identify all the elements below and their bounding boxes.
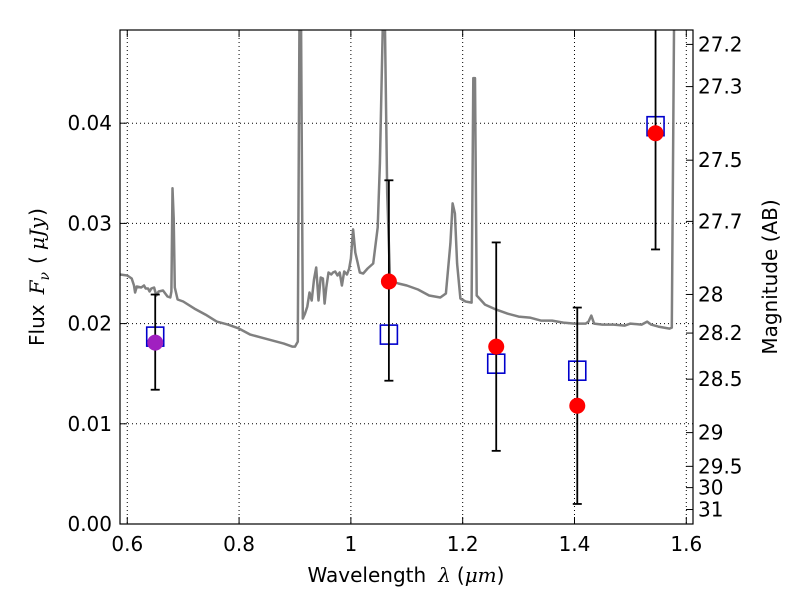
y-axis-title-subscript: ν bbox=[37, 272, 53, 281]
x-axis-title-unit: μm bbox=[465, 563, 497, 587]
y2-tick-label: 27.5 bbox=[698, 148, 743, 172]
y-axis-title: FluxFν(μJy) bbox=[25, 208, 53, 346]
y-axis-title-text: Flux bbox=[25, 304, 49, 346]
plot-frame bbox=[119, 29, 694, 525]
y2-axis-title: Magnitude (AB) bbox=[758, 199, 782, 354]
x-tick-label: 1 bbox=[345, 532, 358, 556]
x-axis-title-symbol: λ bbox=[437, 563, 451, 587]
y2-tick-label: 29 bbox=[698, 421, 723, 445]
x-tick-label: 0.8 bbox=[223, 532, 255, 556]
observed-photometry-point bbox=[569, 397, 586, 414]
y-tick-label: 0.02 bbox=[67, 312, 112, 336]
y-tick-label: 0.03 bbox=[67, 211, 112, 235]
y2-tick-label: 28.2 bbox=[698, 321, 743, 345]
x-tick-label: 1.2 bbox=[447, 532, 479, 556]
y-axis-title-symbol: F bbox=[25, 279, 49, 295]
y2-tick-label: 27.2 bbox=[698, 32, 743, 56]
y-axis-title-unit: μJy bbox=[25, 217, 49, 250]
axes: 0.6 0.8 1 1.2 1.4 1.6 0.00 0.01 0.02 0.03 0.04 27.2… bbox=[67, 30, 743, 556]
y2-tick-label: 27.7 bbox=[698, 209, 743, 233]
plot-series bbox=[120, 30, 676, 348]
observed-photometry-point bbox=[647, 125, 664, 142]
y2-tick-label: 31 bbox=[698, 498, 723, 522]
y2-tick-label: 28 bbox=[698, 282, 723, 306]
observed-photometry-point bbox=[380, 273, 397, 290]
y-tick-label: 0.01 bbox=[67, 412, 112, 436]
y2-tick-label: 30 bbox=[698, 476, 723, 500]
y2-tick-label: 27.3 bbox=[698, 75, 743, 99]
y2-tick-label: 29.5 bbox=[698, 454, 743, 478]
spectrum-line bbox=[120, 30, 676, 348]
y2-tick-label: 28.5 bbox=[698, 367, 743, 391]
observed-photometry-point bbox=[488, 338, 505, 355]
plot-markers bbox=[145, 30, 665, 505]
observed-photometry-point bbox=[147, 334, 164, 351]
x-tick-label: 1.4 bbox=[559, 532, 591, 556]
x-axis-title: Wavelength λ (μm) bbox=[308, 563, 505, 587]
x-tick-label: 1.6 bbox=[670, 532, 702, 556]
y-tick-label: 0.04 bbox=[67, 111, 112, 135]
x-axis-title-text: Wavelength bbox=[308, 563, 427, 587]
x-tick-label: 0.6 bbox=[111, 532, 143, 556]
y-tick-label: 0.00 bbox=[67, 512, 112, 536]
